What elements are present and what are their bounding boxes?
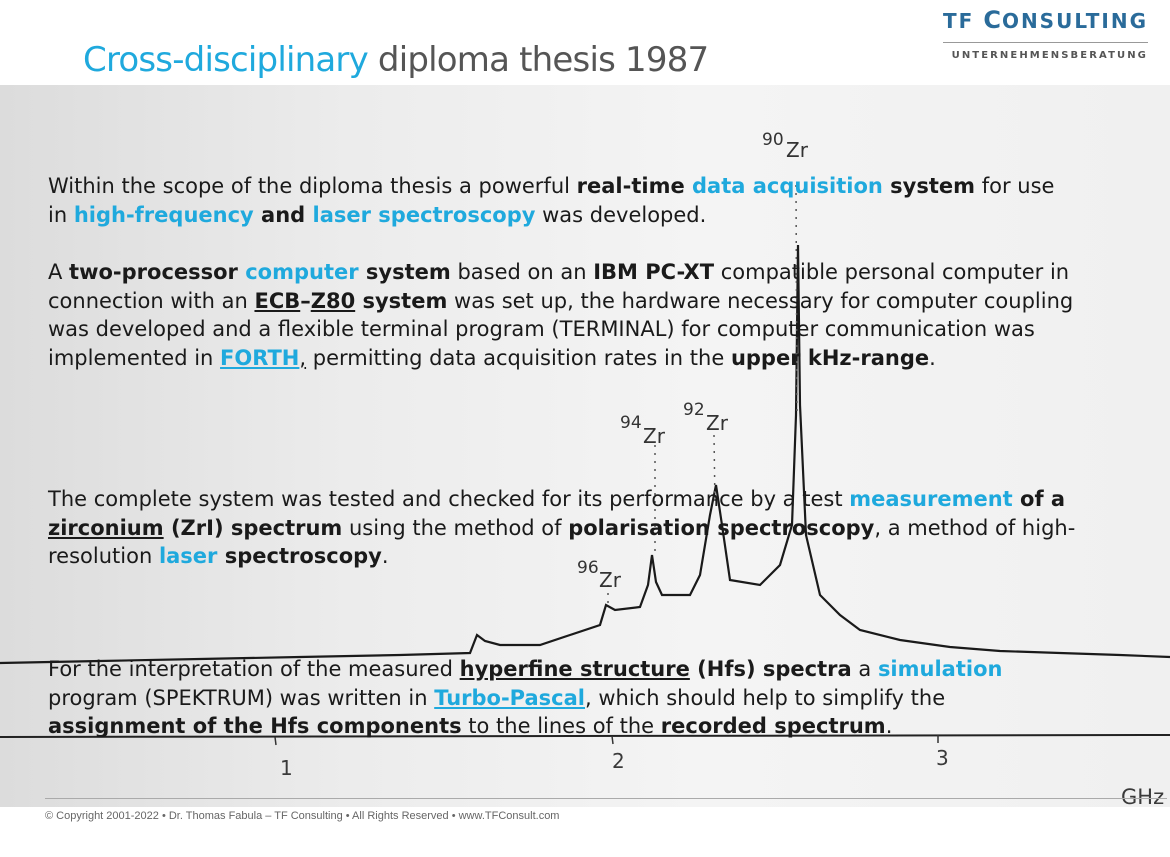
p1-bold-3: and: [253, 202, 313, 227]
p3-text-3: , a method of high-resolution: [48, 515, 1076, 569]
p1-bold-1: real-time: [576, 174, 693, 198]
axis-tick-label-2: 2: [612, 749, 625, 773]
p2-text-5: permitting data acquisition rates in the: [306, 345, 731, 370]
axis-tick-label-3: 3: [936, 746, 949, 770]
p4-underlined-1: hyperfine structure: [459, 657, 690, 681]
logo-c: C: [983, 6, 1002, 34]
p1-text-1: Within the scope of the diploma thesis a…: [48, 174, 577, 198]
axis-unit-label: GHz: [1121, 785, 1164, 807]
p2-text-1: A: [48, 260, 70, 284]
label-zr94-element: Zr: [643, 424, 666, 448]
p2-underlined-3: ,: [299, 345, 307, 370]
p4-text-1: For the interpretation of the measured: [48, 657, 460, 681]
p4-text-5: to the lines of the: [461, 714, 661, 738]
title-accent: Cross-disciplinary: [83, 40, 369, 80]
p3-bold-4: spectroscopy: [217, 544, 382, 568]
logo-wordmark: TF CONSULTING: [943, 6, 1148, 34]
label-zr92-mass: 92: [683, 400, 705, 420]
paragraph-1: Within the scope of the diploma thesis a…: [48, 172, 1078, 229]
turbo-pascal-link[interactable]: Turbo-Pascal: [434, 685, 586, 710]
p2-underlined-1: ECB: [254, 288, 301, 313]
spectrum-trace: [0, 244, 1170, 665]
p1-text-2: for use in: [48, 174, 1055, 227]
p2-bold-4: –: [300, 288, 311, 313]
p4-bold-2: assignment of the Hfs components: [48, 714, 462, 738]
p4-text-3: program (SPEKTRUM) was written in: [48, 685, 435, 710]
logo-tf: TF: [943, 9, 975, 33]
p4-text-2: a: [851, 657, 878, 681]
p2-underlined-2: Z80: [310, 288, 356, 313]
p1-text-3: was developed.: [535, 202, 707, 227]
p4-text-6: .: [885, 714, 893, 738]
p2-bold-3: IBM PC-XT: [593, 260, 715, 284]
label-zr96-element: Zr: [599, 568, 622, 592]
logo-onsulting: ONSULTING: [1001, 9, 1148, 33]
p3-underlined-1: zirconium: [48, 515, 164, 540]
page-title: Cross-disciplinary diploma thesis 1987: [83, 40, 709, 80]
spectrum-photo: 90 Zr 92 Zr 94 Zr 96 Zr 1 2 3 GHz: [0, 85, 1170, 807]
p3-bold-1: of a: [1012, 487, 1066, 511]
p2-text-2: based on an: [450, 260, 594, 284]
spectrum-axis-tick-1: [274, 736, 277, 746]
forth-link[interactable]: FORTH: [220, 345, 300, 370]
copyright-footer: © Copyright 2001-2022 • Dr. Thomas Fabul…: [45, 810, 560, 822]
company-logo: TF CONSULTING UNTERNEHMENSBERATUNG: [943, 6, 1148, 61]
footer-divider: [45, 798, 1167, 799]
p2-bold-2: system: [358, 260, 451, 284]
title-rest: diploma thesis 1987: [367, 40, 709, 80]
p1-highlight-3: laser spectroscopy: [312, 202, 536, 227]
p3-text-1: The complete system was tested and check…: [48, 487, 850, 511]
p3-text-4: .: [381, 544, 389, 568]
logo-subtitle: UNTERNEHMENSBERATUNG: [951, 50, 1148, 61]
label-zr92-element: Zr: [706, 411, 729, 435]
p2-highlight-1: computer: [245, 260, 359, 284]
p4-text-4: , which should help to simplify the: [585, 685, 946, 710]
spectrum-axis-line: [0, 734, 1170, 738]
label-zr96-mass: 96: [577, 558, 599, 578]
zirconium-spectrum-plot: 90 Zr 92 Zr 94 Zr 96 Zr 1 2 3 GHz: [0, 130, 1170, 807]
p2-bold-6: upper kHz-range: [730, 345, 930, 370]
p1-highlight-2: high-frequency: [73, 202, 254, 227]
p2-text-6: .: [929, 345, 936, 370]
p2-text-3: compatible personal computer in connecti…: [48, 260, 1070, 313]
spectrum-axis-tick-2: [611, 735, 614, 745]
paragraph-2: A two-processor computer system based on…: [48, 258, 1078, 372]
logo-divider: [943, 42, 1148, 43]
p3-bold-2: (ZrI) spectrum: [163, 515, 343, 540]
label-zr94-mass: 94: [620, 413, 642, 433]
paragraph-4: For the interpretation of the measured h…: [48, 655, 1078, 741]
paragraph-3: The complete system was tested and check…: [48, 485, 1078, 571]
p2-bold-1: two-processor: [69, 260, 246, 284]
label-zr90-element: Zr: [786, 138, 809, 162]
p2-text-4: was set up, the hardware necessary for c…: [48, 288, 1074, 370]
p4-highlight-1: simulation: [877, 657, 1003, 681]
label-zr90-mass: 90: [762, 130, 784, 150]
p3-text-2: using the method of: [342, 515, 569, 540]
p3-bold-3: polarisation spectroscopy: [568, 515, 875, 540]
p3-highlight-2: laser: [158, 544, 218, 568]
axis-tick-label-1: 1: [280, 756, 293, 780]
p4-bold-1: (Hfs) spectra: [689, 657, 852, 681]
p2-bold-5: system: [355, 288, 448, 313]
p1-highlight-1: data acquisition: [692, 174, 883, 198]
p1-bold-2: system: [882, 174, 976, 198]
p3-highlight-1: measurement: [849, 487, 1013, 511]
p4-bold-3: recorded spectrum: [660, 714, 886, 738]
